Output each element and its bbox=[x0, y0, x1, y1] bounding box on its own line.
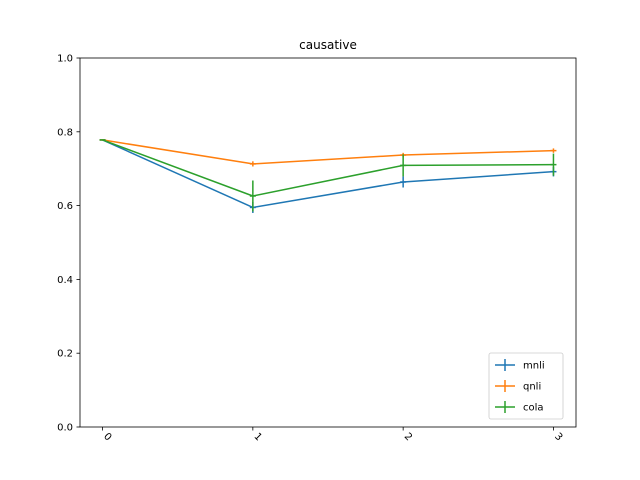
legend: mnli qnli cola bbox=[488, 352, 564, 420]
y-tick-label: 0.2 bbox=[57, 349, 73, 360]
legend-box bbox=[488, 352, 564, 420]
axes-frame bbox=[79, 57, 577, 428]
legend-label-cola: cola bbox=[523, 403, 544, 414]
legend-label-mnli: mnli bbox=[523, 361, 545, 372]
chart-title: causative bbox=[299, 38, 357, 52]
series-line-cola bbox=[102, 139, 554, 197]
x-tick-label: 2 bbox=[402, 431, 414, 443]
series-line-mnli bbox=[102, 139, 554, 209]
x-tick-label: 0 bbox=[101, 431, 113, 443]
y-tick-label: 0.8 bbox=[57, 127, 73, 138]
x-tick-label: 3 bbox=[552, 431, 564, 443]
y-tick-label: 1.0 bbox=[57, 54, 73, 65]
y-tick-label: 0.4 bbox=[57, 275, 73, 286]
y-tick-label: 0.0 bbox=[57, 423, 73, 434]
y-tick-label: 0.6 bbox=[57, 201, 73, 212]
legend-label-qnli: qnli bbox=[523, 382, 541, 393]
x-tick-label: 1 bbox=[251, 431, 263, 443]
plot-area bbox=[99, 139, 557, 213]
series-line-qnli bbox=[102, 139, 554, 165]
